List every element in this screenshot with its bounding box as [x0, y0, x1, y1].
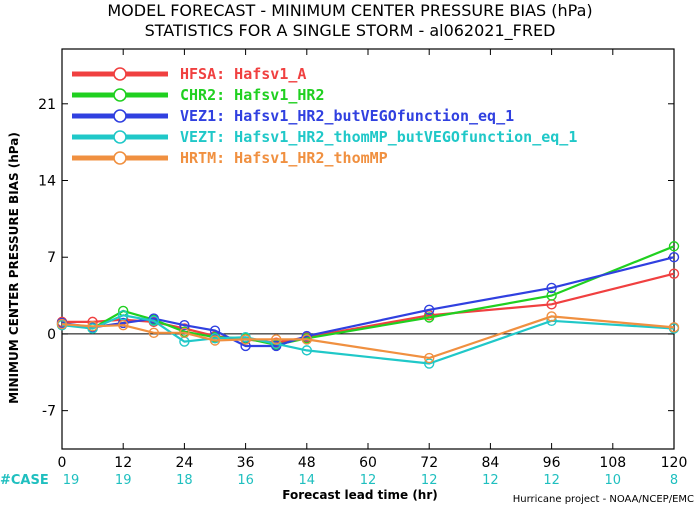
y-tick-label: 0	[47, 327, 56, 343]
data-point	[424, 352, 435, 364]
data-point	[301, 334, 312, 345]
x-tick-label: 60	[359, 455, 377, 471]
data-point	[546, 282, 557, 294]
data-point	[240, 334, 251, 345]
case-count: 12	[421, 473, 438, 488]
x-tick-label: 108	[599, 455, 626, 471]
legend-swatch-marker	[113, 88, 127, 102]
data-point	[148, 327, 160, 339]
legend-item-hfsa: HFSA: Hafsv1_A	[72, 65, 306, 83]
case-count: 8	[670, 473, 678, 488]
data-point	[209, 335, 221, 346]
case-count: 16	[237, 473, 254, 488]
axis-ticks-group: 0 12 24 36 48 60 72 84 96 108 120 -7 0 7 14 21	[38, 49, 687, 471]
series-group	[56, 241, 680, 369]
y-axis-title: MINIMUM CENTER PRESSURE BIAS (hPa)	[7, 132, 21, 404]
data-point	[424, 312, 435, 323]
legend-label: VEZ1: Hafsv1_HR2_butVEGOfunction_eq_1	[180, 107, 514, 125]
data-point	[668, 322, 680, 333]
data-point	[546, 290, 557, 301]
data-point	[271, 334, 282, 345]
case-count-row: #CASE 19 19 18 16 14 12 12 12 12 10 8	[0, 473, 678, 488]
legend-swatch-marker	[113, 151, 127, 165]
legend-item-vez1: VEZ1: Hafsv1_HR2_butVEGOfunction_eq_1	[72, 107, 514, 125]
x-tick-label: 84	[481, 455, 499, 471]
legend-label: CHR2: Hafsv1_HR2	[180, 86, 325, 104]
case-label: #CASE	[0, 473, 49, 488]
data-point	[668, 241, 680, 252]
legend: HFSA: Hafsv1_A CHR2: Hafsv1_HR2 VEZ1: Hafs…	[72, 65, 577, 167]
data-point	[209, 325, 221, 336]
case-count: 19	[115, 473, 132, 488]
legend-label: HFSA: Hafsv1_A	[180, 65, 306, 83]
case-count: 19	[63, 473, 80, 488]
data-point	[179, 327, 190, 339]
case-count: 10	[605, 473, 622, 488]
x-tick-label: 48	[298, 455, 316, 471]
legend-item-vezt: VEZT: Hafsv1_HR2_thomMP_butVEGOfunction_…	[72, 128, 577, 146]
y-tick-label: 14	[38, 174, 56, 190]
x-tick-label: 120	[661, 455, 688, 471]
legend-swatch-marker	[113, 67, 127, 81]
series-line-vezt	[61, 314, 675, 365]
x-tick-label: 0	[58, 455, 67, 471]
x-tick-label: 96	[543, 455, 561, 471]
data-point	[56, 318, 68, 330]
data-point	[148, 315, 160, 326]
x-tick-label: 36	[237, 455, 255, 471]
legend-item-chr2: CHR2: Hafsv1_HR2	[72, 86, 325, 104]
data-point	[668, 268, 680, 279]
chart-title-line2: STATISTICS FOR A SINGLE STORM - al062021…	[145, 21, 556, 41]
data-point	[87, 321, 98, 332]
x-axis-title: Forecast lead time (hr)	[282, 488, 438, 502]
case-count: 12	[360, 473, 377, 488]
data-point	[117, 310, 129, 321]
x-tick-label: 24	[175, 455, 193, 471]
y-tick-label: 21	[38, 97, 56, 113]
data-point	[424, 304, 435, 316]
x-tick-label: 12	[114, 455, 132, 471]
case-count: 18	[176, 473, 193, 488]
case-count: 12	[482, 473, 499, 488]
case-count: 12	[543, 473, 560, 488]
legend-swatch-marker	[113, 109, 127, 123]
data-point	[179, 319, 190, 331]
legend-label: VEZT: Hafsv1_HR2_thomMP_butVEGOfunction_…	[180, 128, 577, 146]
legend-swatch-marker	[113, 130, 127, 144]
legend-item-hrtm: HRTM: Hafsv1_HR2_thomMP	[72, 149, 388, 167]
credit-text: Hurricane project - NOAA/NCEP/EMC	[513, 494, 694, 505]
data-point	[301, 330, 312, 342]
case-count: 14	[299, 473, 316, 488]
y-tick-label: -7	[42, 404, 56, 420]
legend-label: HRTM: Hafsv1_HR2_thomMP	[180, 149, 388, 167]
x-tick-label: 72	[420, 455, 438, 471]
data-point	[117, 319, 129, 331]
data-point	[301, 345, 312, 356]
data-point	[546, 311, 557, 322]
y-tick-label: 7	[47, 250, 56, 266]
series-hrtm	[56, 311, 680, 364]
data-point	[668, 252, 680, 263]
chart-title-line1: MODEL FORECAST - MINIMUM CENTER PRESSURE…	[107, 1, 592, 20]
